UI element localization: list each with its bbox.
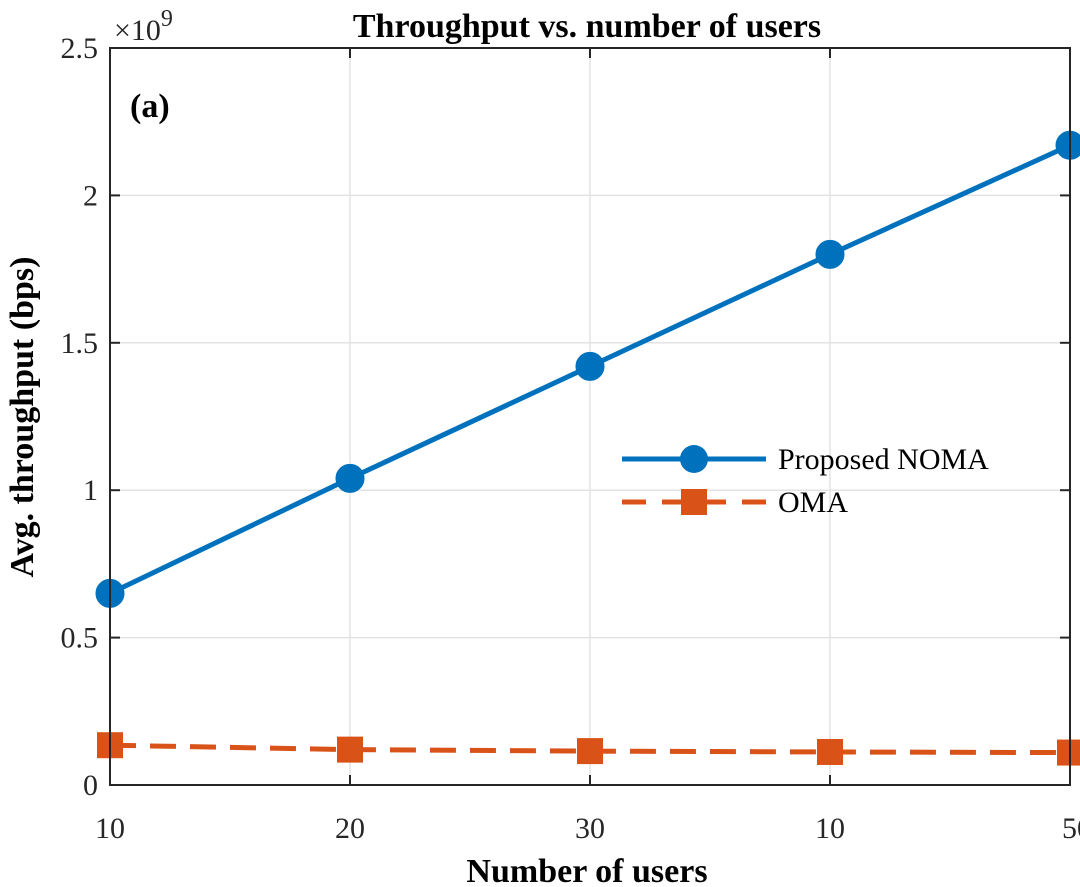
grid-layer (109, 47, 1071, 786)
y-axis-exponent: ×109 (114, 6, 173, 47)
x-tick-label: 10 (815, 812, 845, 845)
exponent-power: 9 (161, 6, 173, 32)
legend: Proposed NOMA OMA (622, 443, 989, 519)
data-point (335, 463, 365, 493)
legend-label: Proposed NOMA (778, 443, 989, 476)
x-tick-label: 10 (95, 812, 125, 845)
data-point (817, 738, 843, 765)
y-tick-label: 2 (83, 179, 98, 212)
y-tick-label: 0 (83, 769, 98, 802)
data-point (575, 351, 605, 381)
data-point (815, 239, 845, 269)
y-tick-label: 0.5 (61, 622, 99, 655)
series-layer (95, 130, 1080, 766)
series-oma (97, 732, 1080, 766)
exponent-prefix: × (114, 14, 131, 47)
legend-entry: OMA (622, 486, 848, 519)
x-axis-title: Number of users (466, 853, 707, 887)
y-tick-label: 2.5 (61, 32, 99, 65)
legend-marker (681, 489, 707, 515)
chart-title: Throughput vs. number of users (353, 8, 821, 45)
data-point (577, 738, 603, 765)
legend-marker (680, 445, 708, 473)
x-tick-label: 50 (1062, 812, 1080, 845)
legend-entry: Proposed NOMA (622, 443, 989, 476)
data-point (337, 736, 363, 763)
legend-label: OMA (778, 486, 848, 519)
axes-layer: 10 20 30 10 50 0 0.5 1 1.5 2 2.5 (61, 32, 1080, 845)
panel-label: (a) (130, 88, 170, 125)
series-proposed-noma (95, 130, 1080, 608)
data-point (1055, 130, 1080, 160)
y-tick-label: 1 (83, 474, 98, 507)
y-axis-title: Avg. throughput (bps) (4, 257, 41, 578)
data-point (1057, 739, 1080, 766)
x-tick-label: 30 (575, 812, 605, 845)
y-tick-label: 1.5 (61, 327, 99, 360)
x-tick-label: 20 (335, 812, 365, 845)
exponent-base: 10 (131, 14, 161, 47)
